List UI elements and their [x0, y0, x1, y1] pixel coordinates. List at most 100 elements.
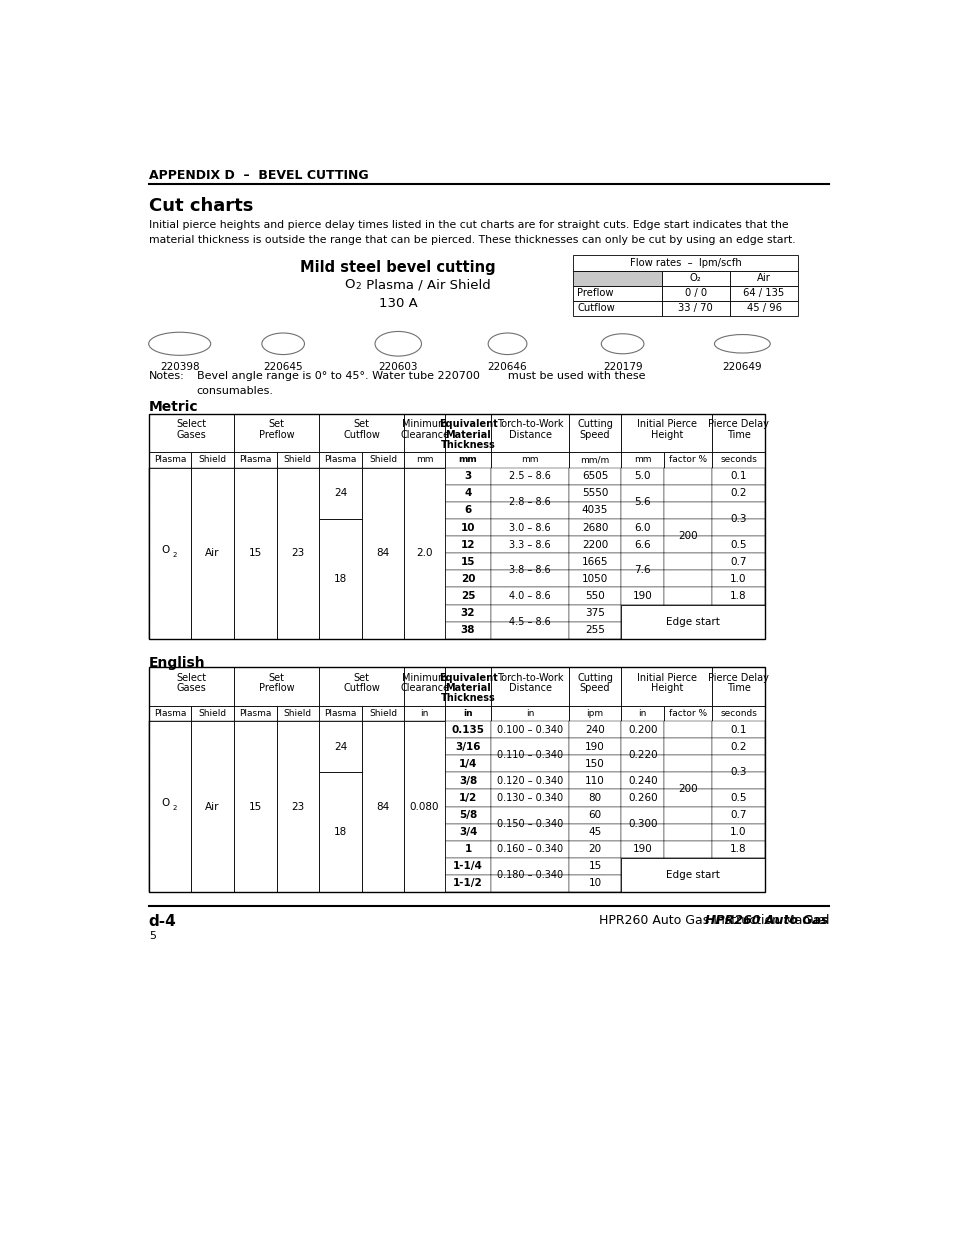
Bar	[568, 621, 620, 638]
Bar	[568, 841, 620, 858]
Text: 2: 2	[172, 805, 176, 811]
Bar	[404, 756, 444, 772]
Text: 1050: 1050	[581, 574, 608, 584]
Text: Time: Time	[726, 683, 750, 693]
Text: 3.8 – 8.6: 3.8 – 8.6	[509, 566, 550, 576]
Text: 200: 200	[678, 784, 698, 794]
Bar	[233, 772, 276, 789]
Bar	[361, 519, 404, 536]
Bar	[491, 756, 568, 772]
Bar	[149, 667, 233, 705]
Bar	[361, 536, 404, 553]
Bar	[149, 414, 764, 638]
Bar	[192, 721, 233, 892]
Bar	[276, 571, 319, 588]
Text: 10: 10	[588, 878, 601, 888]
Bar	[711, 621, 764, 638]
Text: 20: 20	[588, 845, 601, 855]
Bar	[568, 705, 620, 721]
Text: Clearance: Clearance	[399, 683, 449, 693]
Bar	[404, 468, 444, 638]
Text: d-4: d-4	[149, 914, 176, 929]
Text: 0.200: 0.200	[627, 725, 657, 735]
Bar	[663, 789, 711, 806]
Bar	[276, 824, 319, 841]
Bar	[149, 468, 192, 485]
Bar	[491, 588, 568, 604]
Bar	[361, 621, 404, 638]
Bar	[491, 789, 568, 806]
Text: 3/4: 3/4	[458, 827, 476, 837]
Bar	[149, 772, 192, 789]
Bar	[361, 705, 404, 721]
Bar	[149, 756, 192, 772]
Text: 38: 38	[460, 625, 475, 635]
Bar	[192, 571, 233, 588]
Text: 0.160 – 0.340: 0.160 – 0.340	[497, 845, 562, 855]
Bar	[319, 739, 361, 756]
Bar	[192, 452, 233, 468]
Text: mm: mm	[520, 456, 538, 464]
Text: 0.150 – 0.340: 0.150 – 0.340	[497, 819, 562, 829]
Text: Shield: Shield	[369, 456, 396, 464]
Text: 6.6: 6.6	[634, 540, 650, 550]
Bar	[711, 604, 764, 621]
Text: 0.120 – 0.340: 0.120 – 0.340	[497, 776, 562, 785]
Text: Speed: Speed	[579, 683, 610, 693]
Bar	[620, 705, 663, 721]
Ellipse shape	[714, 335, 769, 353]
Bar	[444, 806, 491, 824]
Text: 4.0 – 8.6: 4.0 – 8.6	[509, 592, 550, 601]
Bar	[233, 519, 276, 536]
Text: 2.5 – 8.6: 2.5 – 8.6	[509, 472, 551, 482]
Bar	[276, 874, 319, 892]
Bar	[444, 604, 491, 621]
Bar	[491, 604, 568, 621]
Text: Preflow: Preflow	[577, 288, 613, 299]
Text: 1.0: 1.0	[729, 574, 746, 584]
Bar	[361, 756, 404, 772]
Text: 550: 550	[584, 592, 604, 601]
Bar	[319, 772, 361, 892]
Text: 1.0: 1.0	[729, 827, 746, 837]
Text: 84: 84	[376, 802, 390, 811]
Bar	[192, 841, 233, 858]
Text: Minimum: Minimum	[401, 673, 447, 683]
Bar	[192, 789, 233, 806]
Text: 375: 375	[584, 608, 604, 618]
Bar	[711, 739, 764, 756]
Bar	[491, 553, 568, 571]
Bar	[233, 756, 276, 772]
Bar	[361, 841, 404, 858]
Text: 220603: 220603	[378, 362, 417, 372]
Bar	[663, 536, 711, 553]
Bar	[620, 536, 663, 553]
Bar	[663, 588, 711, 604]
Bar	[663, 553, 711, 571]
Bar	[663, 756, 711, 772]
Text: factor %: factor %	[668, 456, 706, 464]
Bar	[661, 301, 729, 316]
Bar	[663, 721, 711, 739]
Bar	[711, 772, 764, 789]
Bar	[444, 739, 491, 756]
Bar	[491, 739, 568, 756]
Text: Air: Air	[205, 802, 219, 811]
Bar	[404, 621, 444, 638]
Text: 1-1/2: 1-1/2	[453, 878, 482, 888]
Bar	[192, 772, 233, 789]
Text: 0 / 0: 0 / 0	[684, 288, 706, 299]
Bar	[276, 739, 319, 756]
Bar	[404, 667, 444, 705]
Bar	[149, 824, 192, 841]
Bar	[276, 553, 319, 571]
Bar	[568, 588, 620, 604]
Bar	[711, 485, 764, 501]
Bar	[711, 721, 764, 739]
Bar	[491, 519, 568, 536]
Bar	[233, 468, 276, 638]
Text: 5.6: 5.6	[634, 496, 650, 506]
Bar	[404, 604, 444, 621]
Bar	[620, 621, 663, 638]
Text: 0.5: 0.5	[729, 793, 746, 803]
